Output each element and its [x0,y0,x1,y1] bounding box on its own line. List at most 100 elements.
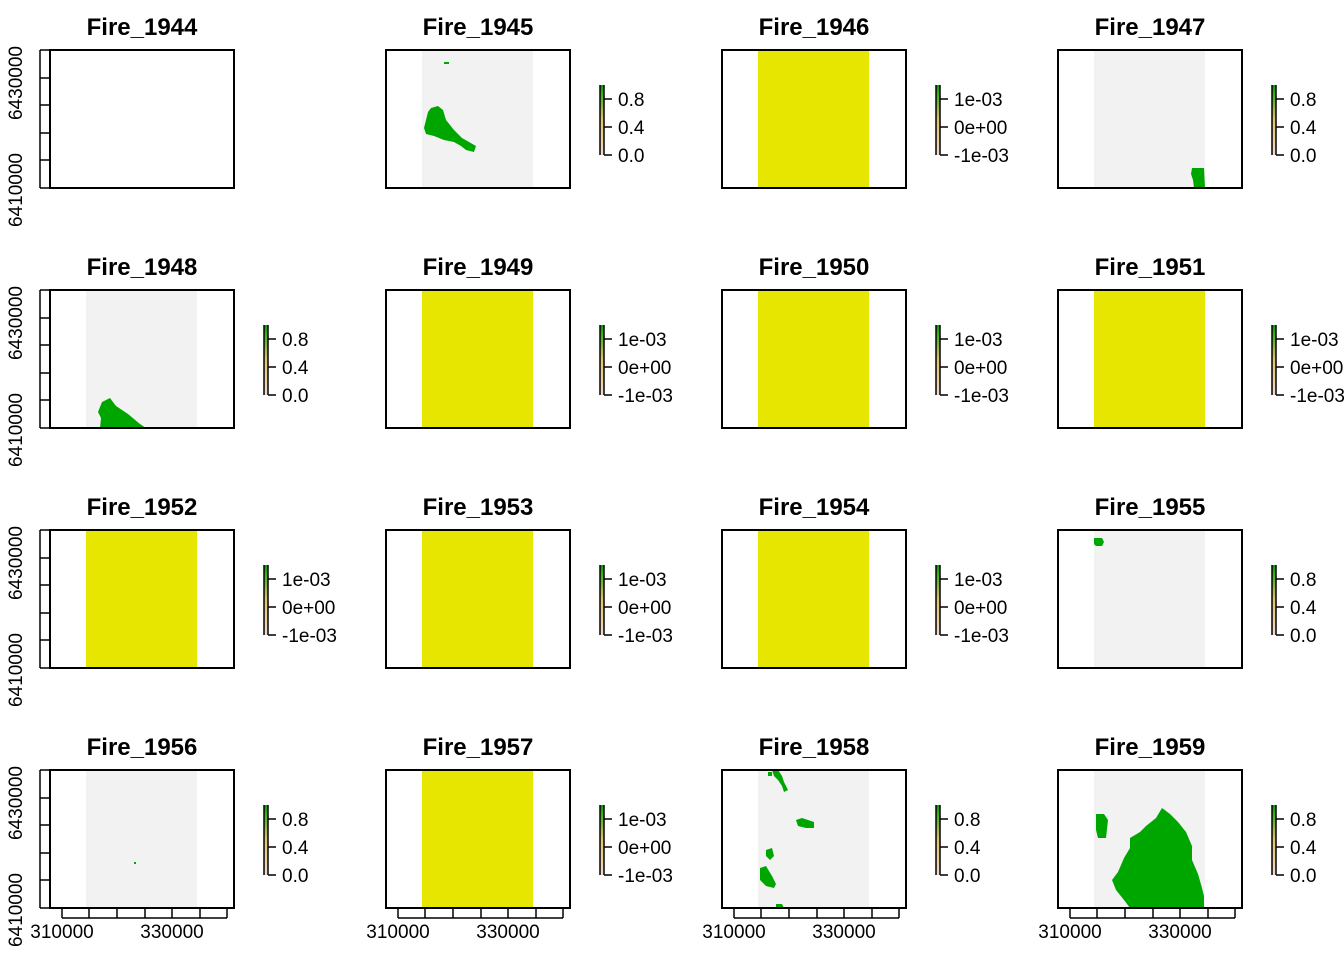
legend-tick-label: -1e-03 [618,866,673,887]
raster-panel: Fire_1956 0.8 0.4 0.0 6430000 6410000 310000 33… [6,734,309,947]
panel-frame [1057,49,1243,189]
legend-tick-label: 0.4 [618,118,645,139]
legend-color-bar [600,805,604,875]
raster-zero-fill [422,290,533,428]
raster-panel: Fire_1957 1e-03 0e+00 -1e-03 310000 330000 [366,734,673,943]
panel-frame [1057,529,1243,669]
legend-tick-label: 0.4 [282,838,309,859]
raster-panel: Fire_1951 1e-03 0e+00 -1e-03 [1057,254,1344,429]
legend-tick-label: -1e-03 [954,386,1009,407]
legend-tick-label: -1e-03 [282,626,337,647]
legend-tick-label: 1e-03 [1290,330,1339,351]
y-tick-label: 6410000 [6,873,27,947]
burned-area [424,106,476,152]
burned-area [1096,814,1108,838]
legend-tick-label: 0.4 [1290,838,1317,859]
burned-area [760,866,776,888]
raster-panel: Fire_1952 1e-03 0e+00 -1e-03 6430000 6410000 [6,494,337,707]
legend-tick-label: 0e+00 [954,358,1007,379]
legend-tick-label: 0.8 [1290,810,1316,831]
legend-tick-label: 0.0 [282,386,308,407]
raster-panel: Fire_1958 0.8 0.4 0.0 310000 330000 [702,734,981,943]
legend-tick-label: 0.8 [1290,570,1316,591]
x-tick-label: 330000 [476,922,539,943]
panel-title: Fire_1954 [759,494,870,521]
panel-title: Fire_1958 [759,734,870,761]
raster-unburned-fill [1094,530,1205,668]
burned-area [1191,168,1205,188]
y-tick-label: 6410000 [6,633,27,707]
raster-panel: Fire_1944 6430000 6410000 [6,14,235,227]
legend-tick-label: 0e+00 [1290,358,1343,379]
raster-zero-fill [86,530,197,668]
legend-color-bar [264,565,268,635]
legend-color-bar [936,85,940,155]
legend-tick-label: 1e-03 [954,90,1003,111]
legend-tick-label: 1e-03 [618,330,667,351]
panel-title: Fire_1948 [87,254,198,281]
x-tick-label: 310000 [30,922,93,943]
legend-tick-label: -1e-03 [1290,386,1344,407]
legend-tick-label: 0e+00 [618,838,671,859]
raster-unburned-fill [1094,50,1205,188]
y-tick-label: 6430000 [6,46,27,120]
legend-tick-label: 0.8 [618,90,644,111]
raster-panel: Fire_1955 0.8 0.4 0.0 [1057,494,1317,669]
raster-panel: Fire_1954 1e-03 0e+00 -1e-03 [721,494,1009,669]
legend-tick-label: 1e-03 [618,810,667,831]
legend-color-bar [600,325,604,395]
panel-frame [721,289,907,429]
x-tick-label: 330000 [140,922,203,943]
legend-tick-label: 0e+00 [954,118,1007,139]
raster-zero-fill [422,770,533,908]
panel-title: Fire_1949 [423,254,534,281]
legend-color-bar [936,805,940,875]
legend-tick-label: 0.8 [954,810,980,831]
raster-panel: Fire_1947 0.8 0.4 0.0 [1057,14,1317,189]
raster-panel: Fire_1953 1e-03 0e+00 -1e-03 [385,494,673,669]
panel-title: Fire_1956 [87,734,198,761]
panel-title: Fire_1950 [759,254,870,281]
panel-frame [385,769,571,909]
legend-color-bar [1272,85,1276,155]
panel-frame [1057,289,1243,429]
panel-title: Fire_1944 [87,14,198,41]
raster-panel: Fire_1950 1e-03 0e+00 -1e-03 [721,254,1009,429]
legend-tick-label: 0e+00 [282,598,335,619]
burned-area [768,772,772,776]
panel-frame [385,289,571,429]
panel-frame [49,529,235,669]
panel-title: Fire_1955 [1095,494,1206,521]
burned-area [98,398,146,428]
burned-area [1094,538,1104,546]
panel-frame [49,769,235,909]
y-tick-label: 6430000 [6,286,27,360]
x-tick-label: 310000 [1038,922,1101,943]
legend-color-bar [936,325,940,395]
raster-zero-fill [758,530,869,668]
burned-area [444,62,449,64]
raster-unburned-fill [86,770,197,908]
legend-tick-label: 0.0 [1290,146,1316,167]
panel-frame [1057,769,1243,909]
raster-panel: Fire_1948 0.8 0.4 0.0 6430000 6410000 [6,254,309,467]
raster-panel: Fire_1946 1e-03 0e+00 -1e-03 [721,14,1009,189]
raster-panel: Fire_1945 0.8 0.4 0.0 [385,14,645,189]
legend-tick-label: 0.0 [282,866,308,887]
legend-tick-label: 0e+00 [954,598,1007,619]
burned-area [134,862,136,864]
legend-color-bar [1272,565,1276,635]
panel-frame [49,289,235,429]
raster-unburned-fill [758,770,869,908]
panel-title: Fire_1947 [1095,14,1206,41]
legend-tick-label: 0.0 [1290,866,1316,887]
legend-tick-label: 0.4 [1290,598,1317,619]
raster-zero-fill [758,50,869,188]
legend-tick-label: 0.4 [954,838,981,859]
panel-title: Fire_1953 [423,494,534,521]
x-tick-label: 330000 [1148,922,1211,943]
raster-zero-fill [758,290,869,428]
legend-tick-label: -1e-03 [954,626,1009,647]
y-tick-label: 6410000 [6,153,27,227]
